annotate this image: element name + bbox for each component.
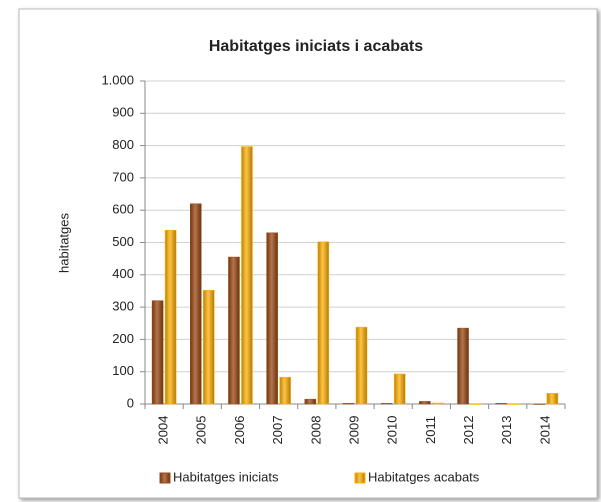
bar bbox=[470, 403, 482, 405]
y-tick-label: 900 bbox=[112, 105, 134, 120]
chart-title: Habitatges iniciats i acabats bbox=[209, 38, 423, 55]
bar bbox=[533, 403, 546, 405]
y-tick-label: 700 bbox=[112, 169, 134, 184]
bar bbox=[419, 401, 431, 405]
chart-frame bbox=[18, 8, 598, 499]
legend-swatch bbox=[354, 472, 366, 484]
x-tick-label: 2010 bbox=[385, 416, 400, 445]
bar bbox=[508, 403, 520, 405]
bar bbox=[304, 398, 317, 405]
legend-label: Habitatges iniciats bbox=[173, 469, 279, 484]
bar bbox=[279, 376, 291, 405]
y-tick-label: 100 bbox=[112, 363, 134, 378]
bar bbox=[151, 300, 164, 405]
bar bbox=[203, 290, 215, 405]
x-tick-label: 2011 bbox=[423, 416, 438, 444]
y-axis-label: habitatges bbox=[56, 213, 71, 273]
y-tick-label: 200 bbox=[112, 331, 134, 346]
y-tick-label: 400 bbox=[112, 266, 134, 281]
y-tick-label: 300 bbox=[112, 299, 134, 314]
bar bbox=[228, 256, 240, 405]
legend-label: Habitatges acabats bbox=[368, 469, 480, 484]
bar bbox=[266, 232, 278, 405]
y-tick-label: 500 bbox=[112, 234, 134, 249]
bar bbox=[546, 393, 559, 405]
x-tick-label: 2006 bbox=[232, 416, 247, 445]
bar bbox=[393, 373, 406, 405]
y-tick-label: 600 bbox=[112, 202, 134, 217]
bar bbox=[164, 229, 177, 405]
bar bbox=[190, 203, 202, 405]
x-tick-label: 2013 bbox=[499, 416, 514, 445]
x-tick-label: 2005 bbox=[194, 416, 209, 445]
bar bbox=[457, 327, 469, 405]
bar bbox=[317, 241, 330, 405]
y-tick-label: 0 bbox=[127, 395, 134, 410]
x-tick-label: 2009 bbox=[346, 416, 361, 445]
x-tick-label: 2004 bbox=[156, 416, 171, 445]
bar bbox=[342, 403, 355, 405]
bar bbox=[432, 402, 444, 405]
bar bbox=[380, 403, 393, 405]
x-tick-label: 2012 bbox=[461, 416, 476, 445]
x-tick-label: 2008 bbox=[308, 416, 323, 445]
bar bbox=[241, 146, 253, 405]
legend-swatch bbox=[159, 472, 171, 484]
y-tick-label: 800 bbox=[112, 137, 134, 152]
bar bbox=[495, 403, 507, 405]
x-tick-label: 2007 bbox=[270, 416, 285, 445]
y-tick-label: 1.000 bbox=[101, 72, 134, 87]
x-tick-label: 2014 bbox=[537, 416, 552, 445]
bar bbox=[355, 326, 368, 405]
